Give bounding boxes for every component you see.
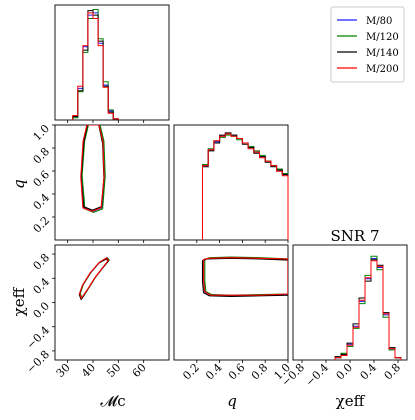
- x-tick-label: 50: [104, 361, 123, 380]
- hist-q-m-80: [202, 133, 289, 240]
- y-tick-label: −0.4: [24, 324, 52, 352]
- hist-mc-m-200: [72, 12, 119, 120]
- hist-mc-m-140: [72, 10, 119, 120]
- x-tick-label: 0.6: [226, 361, 248, 383]
- legend-frame: [330, 6, 405, 83]
- panel-frame-r1-c0: [54, 124, 170, 241]
- x-tick-label: 0.4: [358, 361, 380, 383]
- hist-q-m-140: [202, 132, 289, 240]
- y-tick-label: 0.8: [31, 145, 53, 167]
- text-layer: 0.20.40.60.81.0−0.8−0.40.00.40.830 40 50 60…: [24, 122, 403, 389]
- contour-q_chi-m-80: [203, 257, 288, 297]
- legend-label-m80: M/80: [366, 16, 392, 27]
- contour-q_chi-m-200: [203, 257, 288, 296]
- x-tick-label: 30: [54, 361, 73, 380]
- x-axis-label-mc: 𝓜c: [100, 392, 125, 410]
- legend-label-m140: M/140: [366, 48, 399, 59]
- x-tick-label: −0.4: [303, 361, 331, 389]
- y-tick-label: −0.8: [24, 348, 52, 376]
- y-tick-label: 0.0: [31, 299, 53, 321]
- x-axis-label-chi-eff: χeff: [336, 392, 366, 410]
- panel-frame-r2-c1: [173, 244, 289, 361]
- hist-q-m-200: [202, 133, 289, 240]
- x-tick-label: 60: [130, 361, 149, 380]
- x-tick-label: 0.8: [249, 361, 271, 383]
- hist-mc-m-80: [72, 12, 119, 120]
- y-tick-label: 1.0: [31, 122, 53, 144]
- hist-chi_eff-m-80: [334, 258, 402, 360]
- hist-mc-m-120: [72, 9, 119, 120]
- contour-q_chi-m-120: [204, 256, 288, 296]
- hist-chi_eff-m-200: [334, 260, 402, 360]
- x-tick-label: 40: [79, 361, 98, 380]
- y-tick-label: 0.6: [31, 168, 53, 190]
- x-axis-label-q: q: [227, 392, 237, 410]
- contour-mc_q-m-140: [80, 125, 105, 211]
- x-tick-label: 0.0: [334, 361, 356, 383]
- hist-q-m-120: [202, 134, 289, 240]
- contour-mc_q-m-200: [80, 125, 105, 212]
- y-axis-label-q: q: [10, 179, 28, 189]
- hist-chi_eff-m-120: [334, 255, 402, 360]
- y-axis-label-chi-eff: χeff: [10, 286, 28, 316]
- x-tick-label: 0.2: [180, 361, 202, 383]
- legend-label-m200: M/200: [366, 64, 399, 75]
- panel-frame-r0-c0: [54, 4, 170, 121]
- y-tick-label: 0.2: [31, 214, 53, 236]
- ticks-layer: [52, 120, 399, 363]
- contour-q_chi-m-140: [201, 257, 288, 297]
- contour-mc_chi-m-200: [79, 257, 110, 299]
- panel-frame-r1-c1: [173, 124, 289, 241]
- panel-frame-r2-c0: [54, 244, 170, 361]
- x-tick-label: 0.8: [382, 361, 404, 383]
- legend: M/80 M/120 M/140 M/200: [330, 6, 405, 83]
- x-tick-label: 0.4: [203, 361, 225, 383]
- contour-mc_q-m-120: [81, 125, 106, 213]
- legend-label-m120: M/120: [366, 32, 399, 43]
- y-tick-label: 0.4: [31, 191, 53, 213]
- y-tick-label: 0.4: [31, 275, 53, 297]
- data-layer: [72, 9, 402, 360]
- hist-chi_eff-m-140: [334, 259, 402, 360]
- chart-title: SNR 7: [330, 227, 379, 245]
- y-tick-label: 0.8: [31, 251, 53, 273]
